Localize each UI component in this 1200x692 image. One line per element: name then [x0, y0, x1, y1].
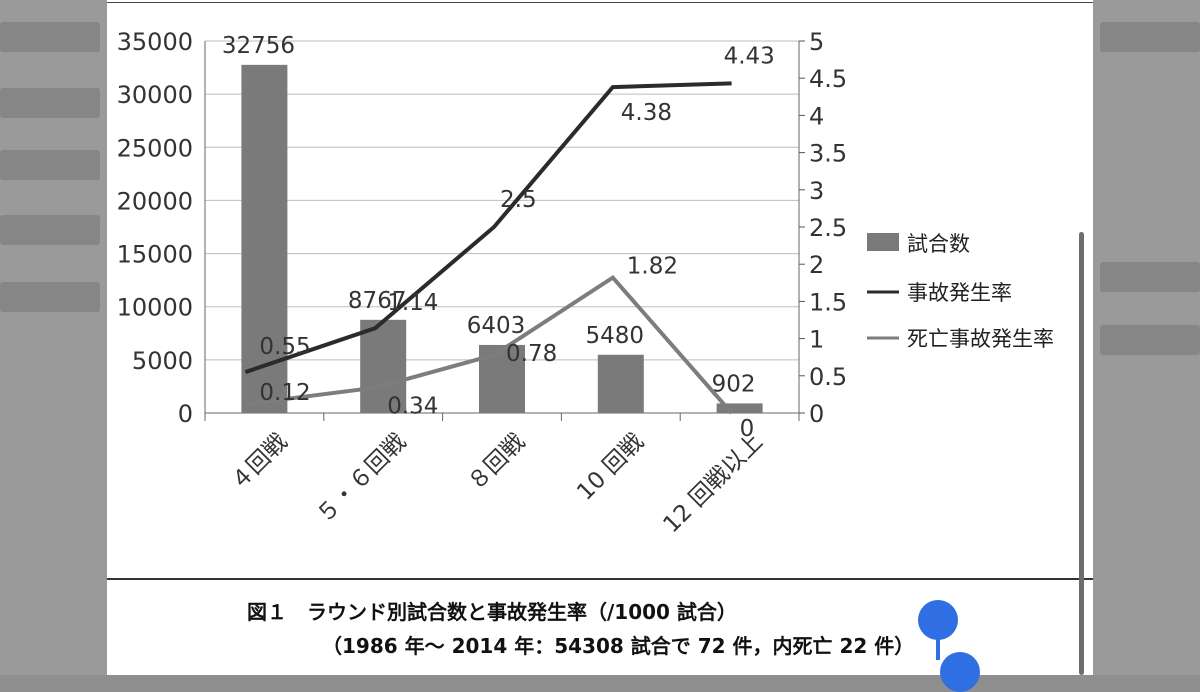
top-border	[107, 2, 1093, 3]
y-right-tick-label: 1	[809, 326, 824, 354]
blurred-text-block	[0, 215, 100, 245]
bar-data-label: 5480	[586, 323, 645, 349]
line-data-label: 4.38	[621, 100, 672, 126]
line-series	[244, 81, 732, 374]
x-category-label: ８回戦	[463, 429, 530, 496]
line-data-label: 0.12	[259, 380, 310, 406]
y-right-tick-label: 4	[809, 102, 824, 130]
bar-data-label: 902	[712, 371, 756, 397]
y-left-tick-label: 25000	[117, 134, 193, 162]
y-left-tick-label: 35000	[117, 28, 193, 56]
x-category-label: ５・６回戦	[312, 429, 412, 529]
y-right-tick-label: 5	[809, 28, 824, 56]
line-data-label: 0.78	[506, 341, 557, 367]
blurred-text-block	[1100, 22, 1200, 52]
selection-handle-start[interactable]	[918, 600, 958, 640]
bar	[241, 64, 288, 413]
legend-label: 試合数	[907, 232, 970, 256]
y-left-tick-label: 20000	[117, 187, 193, 215]
line-data-label: 4.43	[724, 43, 775, 69]
y-right-tick-label: 3.5	[809, 140, 847, 168]
figure-caption-title: 図１ ラウンド別試合数と事故発生率（/1000 試合）	[247, 600, 737, 624]
line-data-label: 2.5	[500, 187, 537, 213]
scrollbar[interactable]	[1079, 232, 1084, 675]
line-data-label: 0.55	[259, 334, 310, 360]
bar	[716, 403, 763, 413]
legend-label: 死亡事故発生率	[907, 327, 1054, 351]
y-right-tick-label: 0.5	[809, 363, 847, 391]
y-left-tick-label: 30000	[117, 81, 193, 109]
bar	[360, 319, 407, 413]
y-right-tick-label: 1.5	[809, 288, 847, 316]
x-category-label: ４回戦	[225, 429, 292, 496]
chart: 0 5000 10000 15000 20000 25000 30000 35000 0 0.5 1…	[117, 28, 1054, 538]
legend-label: 事故発生率	[907, 281, 1012, 305]
y-left-tick-label: 15000	[117, 241, 193, 269]
selection-handle-end[interactable]	[940, 652, 980, 692]
bar-data-label: 6403	[467, 313, 526, 339]
line-data-label: 1.82	[627, 254, 678, 280]
x-category-label: 10 回戦	[572, 429, 649, 506]
y-right-tick-label: 4.5	[809, 65, 847, 93]
blurred-text-block	[0, 150, 100, 180]
chart-card: 0 5000 10000 15000 20000 25000 30000 35000 0 0.5 1…	[107, 0, 1093, 675]
y-right-tick-label: 2	[809, 251, 824, 279]
y-right-tick-label: 2.5	[809, 214, 847, 242]
bar	[597, 354, 644, 413]
caption-divider	[107, 578, 1093, 580]
y-right-tick-label: 3	[809, 177, 824, 205]
line-data-label: 1.14	[387, 290, 438, 316]
y-left-tick-label: 0	[178, 400, 193, 428]
legend-swatch-bar	[867, 233, 899, 251]
blurred-text-block	[1100, 325, 1200, 355]
line-data-label: 0.34	[387, 394, 438, 420]
blurred-text-block	[1100, 262, 1200, 292]
bar-data-label: 32756	[222, 33, 295, 59]
y-left-tick-label: 5000	[132, 347, 193, 375]
line-data-label: 0	[740, 416, 755, 442]
figure-caption-note: （1986 年〜 2014 年：54308 試合で 72 件，内死亡 22 件）	[322, 634, 915, 658]
y-left-tick-label: 10000	[117, 294, 193, 322]
blurred-text-block	[0, 22, 100, 52]
y-right-tick-label: 0	[809, 400, 824, 428]
blurred-text-block	[0, 282, 100, 312]
x-category-label: 12 回戦以上	[659, 429, 768, 538]
blurred-text-block	[0, 88, 100, 118]
line-series	[245, 274, 734, 415]
selection-cursor	[936, 632, 940, 660]
